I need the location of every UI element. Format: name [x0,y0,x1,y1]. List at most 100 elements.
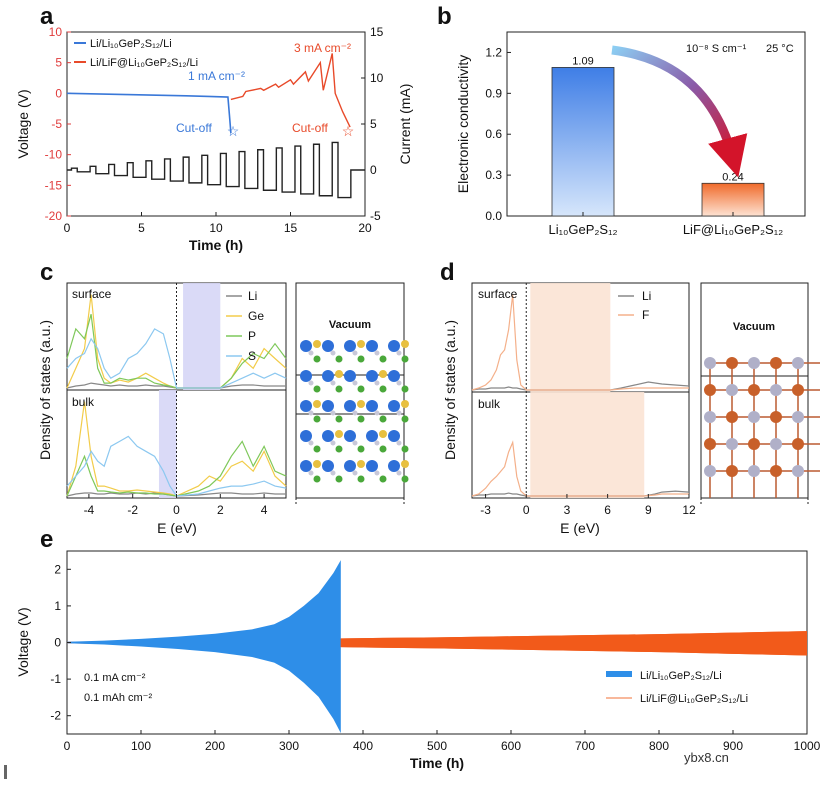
a-xtick-label: 20 [358,221,372,235]
c-atom-Ge [401,400,409,408]
legend-swatch-e-lgps [606,671,632,677]
star-icon-red: ☆ [342,123,355,139]
c-atom-S [300,340,312,352]
d-atom-Li [792,465,804,477]
c-atom-Li [396,410,402,416]
panel-c-letter: c [40,259,53,286]
panel-a-ylabel: Voltage (V) [15,89,31,158]
c-atom-Li [330,380,336,386]
d-xtick-label: 6 [604,503,611,517]
c-atom-P [379,445,387,453]
c-atom-P [313,415,321,423]
panel-d-xlabel: E (eV) [560,520,600,536]
c-atom-Li [374,410,380,416]
e-series-lgps [67,560,341,734]
d-atom-F [770,357,782,369]
c-atom-Li [352,350,358,356]
legend-label-lif: Li/LiF@Li₁₀GeP₂S₁₂/Li [90,57,198,69]
d-atom-F [792,384,804,396]
c-xtick-label: -4 [84,503,95,517]
a-ytick-label: -20 [45,209,63,223]
star-icon-blue: ☆ [227,123,240,139]
d-atom-Li [726,384,738,396]
b-bar [701,182,765,217]
a-series-lgps [66,92,232,134]
panel-a: a 0 5 10 15 20 -20 -15 -10 -5 0 5 10 -5 0 5 10 15 Li/Li₁… [15,3,413,253]
a-y2tick-label: 5 [370,117,377,131]
c-atom-Li [330,410,336,416]
panel-a-letter: a [40,3,54,30]
a-ytick-label: 10 [49,25,63,39]
c-atom-Li [330,350,336,356]
panel-c-xlabel: E (eV) [157,520,197,536]
c-atom-P [335,355,343,363]
c-atom-P [401,355,409,363]
panel-e-xlabel: Time (h) [410,755,464,771]
d-legend-label: F [642,308,649,322]
c-xtick-label: 2 [217,503,224,517]
e-xtick-label: 600 [501,739,521,753]
panel-d-bulk-label: bulk [478,397,501,411]
c-atom-S [388,460,400,472]
panel-a-data [66,53,365,199]
e-xtick-label: 400 [353,739,373,753]
c-atom-P [335,385,343,393]
c-atom-P [357,445,365,453]
d-band-surface [530,283,611,392]
c-atom-Ge [313,400,321,408]
d-atom-F [770,411,782,423]
panel-e-letter: e [40,526,53,553]
a-xtick-label: 0 [64,221,71,235]
c-atom-Li [352,410,358,416]
d-xtick-label: 3 [564,503,571,517]
a-ytick-label: 5 [55,56,62,70]
panel-b-letter: b [437,3,452,30]
panel-d-ylabel: Density of states (a.u.) [442,320,458,460]
d-atom-Li [748,411,760,423]
c-legend-label: Li [248,289,257,303]
d-xtick-label: -3 [480,503,491,517]
c-dos-bulk-S [66,435,287,497]
c-dos-surface-Li [66,382,286,389]
c-atom-P [379,385,387,393]
d-dos-surface-Li [471,381,690,391]
c-atom-Li [396,380,402,386]
c-dos-surface-S [66,328,287,389]
d-atom-Li [748,357,760,369]
c-atom-S [300,460,312,472]
panel-e: e 0 100 200 300 400 500 600 700 800 900 1000 -2 -1 0 1… [15,526,821,771]
panel-a-ticks: 0 5 10 15 20 -20 -15 -10 -5 0 5 10 -5 0 5 10 15 [45,25,384,235]
c-atom-Ge [357,400,365,408]
c-xtick-label: -2 [127,503,138,517]
c-atom-P [335,445,343,453]
c-atom-Li [308,470,314,476]
c-atom-P [313,385,321,393]
panel-b-ylabel: Electronic conductivity [455,55,471,194]
panel-e-note-capacity: 0.1 mAh cm⁻² [84,692,152,704]
d-atom-F [770,465,782,477]
panel-d-vacuum-label: Vacuum [733,321,775,333]
c-atom-P [313,445,321,453]
c-atom-P [379,355,387,363]
panel-d-atoms [704,357,820,498]
d-atom-Li [770,438,782,450]
b-ytick-label: 0.6 [485,127,502,141]
c-dos-surface-P [66,314,287,389]
d-atom-F [726,357,738,369]
c-atom-S [344,430,356,442]
c-atom-S [300,400,312,412]
c-atom-Li [374,470,380,476]
e-xtick-label: 1000 [794,739,821,753]
c-atom-P [401,445,409,453]
annotation-3ma: 3 mA cm⁻² [294,41,351,55]
d-atom-Li [770,384,782,396]
d-atom-Li [704,411,716,423]
e-xtick-label: 0 [64,739,71,753]
a-ytick-label: -5 [51,117,62,131]
c-atom-S [322,370,334,382]
c-atom-Li [308,350,314,356]
c-atom-Li [308,380,314,386]
panel-b-note-conductivity: 10⁻⁸ S cm⁻¹ [686,43,747,55]
panel-d-letter: d [440,259,455,286]
legend-label-lgps: Li/Li₁₀GeP₂S₁₂/Li [90,38,172,50]
